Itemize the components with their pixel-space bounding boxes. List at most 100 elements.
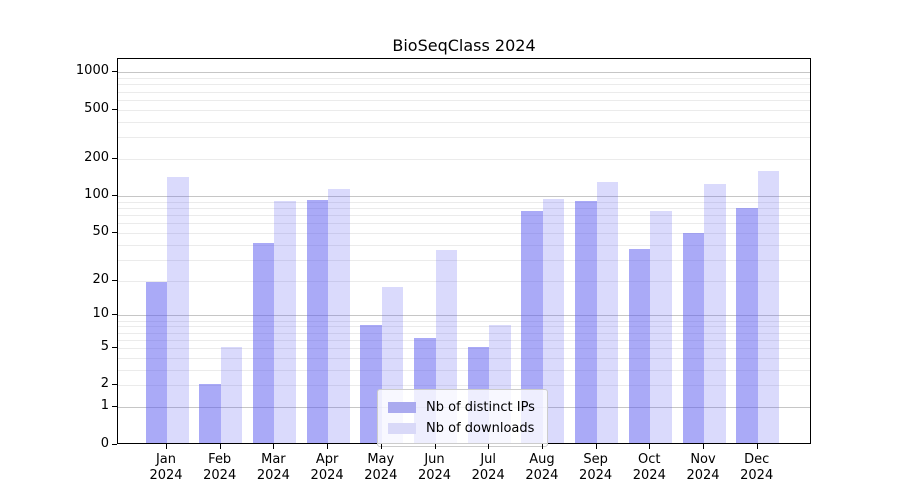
x-tick-month: Nov <box>690 452 716 467</box>
x-tick-label: Mar 2024 <box>241 452 305 484</box>
x-tick-month: Sep <box>583 452 608 467</box>
plot-area: Nb of distinct IPs Nb of downloads <box>117 58 811 447</box>
gridline-minor <box>118 332 810 334</box>
x-tick-mark <box>595 444 597 449</box>
x-tick-mark <box>327 444 329 449</box>
bar-distinct-ips-mar <box>252 243 275 443</box>
gridline-minor <box>118 91 810 93</box>
gridline-minor <box>118 280 810 282</box>
x-tick-month: Dec <box>744 452 770 467</box>
x-tick-month: Jan <box>155 452 177 467</box>
x-tick-year: 2024 <box>364 468 398 483</box>
x-tick-mark <box>541 444 543 449</box>
bar-downloads-mar <box>274 201 296 443</box>
x-tick-label: May 2024 <box>349 452 413 484</box>
bar-downloads-oct <box>650 211 672 443</box>
x-tick-label: Dec 2024 <box>725 452 789 484</box>
x-tick-mark <box>649 444 651 449</box>
gridline-minor <box>118 348 810 349</box>
gridline-major <box>118 72 810 74</box>
bar-downloads-jan <box>167 176 189 443</box>
x-tick-year: 2024 <box>149 468 183 483</box>
x-tick-year: 2024 <box>632 468 666 483</box>
x-tick-mark <box>273 444 275 449</box>
bar-downloads-apr <box>328 188 350 443</box>
gridline-major <box>118 195 810 197</box>
y-tick-label: 1 <box>100 398 109 414</box>
y-tick-label: 10 <box>92 306 109 322</box>
x-tick-month: Oct <box>638 452 661 467</box>
x-tick-label: Jul 2024 <box>456 452 520 484</box>
x-tick-year: 2024 <box>686 468 720 483</box>
x-tick-label: Sep 2024 <box>564 452 628 484</box>
x-tick-mark <box>703 444 704 449</box>
gridline-minor <box>118 78 810 80</box>
gridline-minor <box>118 201 810 203</box>
y-tick-label: 50 <box>92 223 109 239</box>
x-tick-mark <box>219 444 221 449</box>
y-tick-label: 1000 <box>75 63 109 79</box>
gridline-minor <box>118 232 810 234</box>
gridline-minor <box>118 326 810 328</box>
gridline-minor <box>118 158 810 160</box>
x-tick-label: Feb 2024 <box>188 452 252 484</box>
x-tick-label: Oct 2024 <box>617 452 681 484</box>
gridline-minor <box>118 369 810 371</box>
gridline-minor <box>118 84 810 86</box>
y-tick-label: 5 <box>100 339 109 354</box>
x-tick-label: Nov 2024 <box>671 452 735 484</box>
bar-distinct-ips-apr <box>306 200 329 443</box>
legend-label-downloads: Nb of downloads <box>426 421 535 436</box>
x-tick-month: May <box>367 452 395 467</box>
gridline-minor <box>118 109 810 111</box>
legend-swatch-downloads <box>388 423 416 434</box>
x-tick-year: 2024 <box>310 468 344 483</box>
x-tick-year: 2024 <box>740 468 774 483</box>
gridline-minor <box>118 259 810 261</box>
bar-distinct-ips-oct <box>628 248 651 443</box>
x-tick-mark <box>380 444 382 449</box>
y-tick-mark <box>112 443 117 445</box>
bar-distinct-ips-dec <box>736 208 758 443</box>
y-tick-label: 20 <box>92 271 109 287</box>
y-tick-label: 500 <box>84 100 109 116</box>
x-tick-year: 2024 <box>256 468 290 483</box>
y-tick-mark <box>112 314 117 316</box>
x-tick-year: 2024 <box>417 468 452 483</box>
x-tick-mark <box>488 444 490 449</box>
bar-distinct-ips-feb <box>199 383 221 443</box>
gridline-minor <box>118 214 810 216</box>
y-tick-mark <box>112 157 117 159</box>
y-tick-mark <box>112 279 117 281</box>
legend-item-downloads: Nb of downloads <box>388 418 535 439</box>
x-tick-month: Apr <box>315 452 339 467</box>
x-tick-month: Mar <box>261 452 286 467</box>
gridline-major <box>118 315 810 317</box>
bar-downloads-dec <box>757 171 780 443</box>
gridline-minor <box>118 339 810 341</box>
gridline-minor <box>118 320 810 322</box>
y-tick-mark <box>112 231 117 233</box>
x-tick-month: Aug <box>529 452 555 467</box>
x-tick-mark <box>166 444 167 449</box>
chart-title: BioSeqClass 2024 <box>392 36 536 55</box>
bar-downloads-sep <box>596 182 619 443</box>
bar-downloads-feb <box>220 346 243 443</box>
y-tick-label: 0 <box>100 435 109 451</box>
x-tick-label: Jan 2024 <box>134 452 198 484</box>
gridline-minor <box>118 357 810 359</box>
gridline-minor <box>118 137 810 139</box>
y-tick-label: 2 <box>100 376 109 392</box>
gridline-minor <box>118 121 810 123</box>
y-tick-mark <box>112 108 117 110</box>
x-tick-year: 2024 <box>579 468 613 483</box>
x-tick-label: Apr 2024 <box>295 452 359 484</box>
x-tick-label: Aug 2024 <box>510 452 574 484</box>
gridline-minor <box>118 385 810 387</box>
x-tick-mark <box>434 444 436 449</box>
y-tick-mark <box>112 71 117 73</box>
legend-swatch-distinct-ips <box>388 402 416 413</box>
x-tick-month: Feb <box>208 452 232 467</box>
legend: Nb of distinct IPs Nb of downloads <box>377 389 548 447</box>
